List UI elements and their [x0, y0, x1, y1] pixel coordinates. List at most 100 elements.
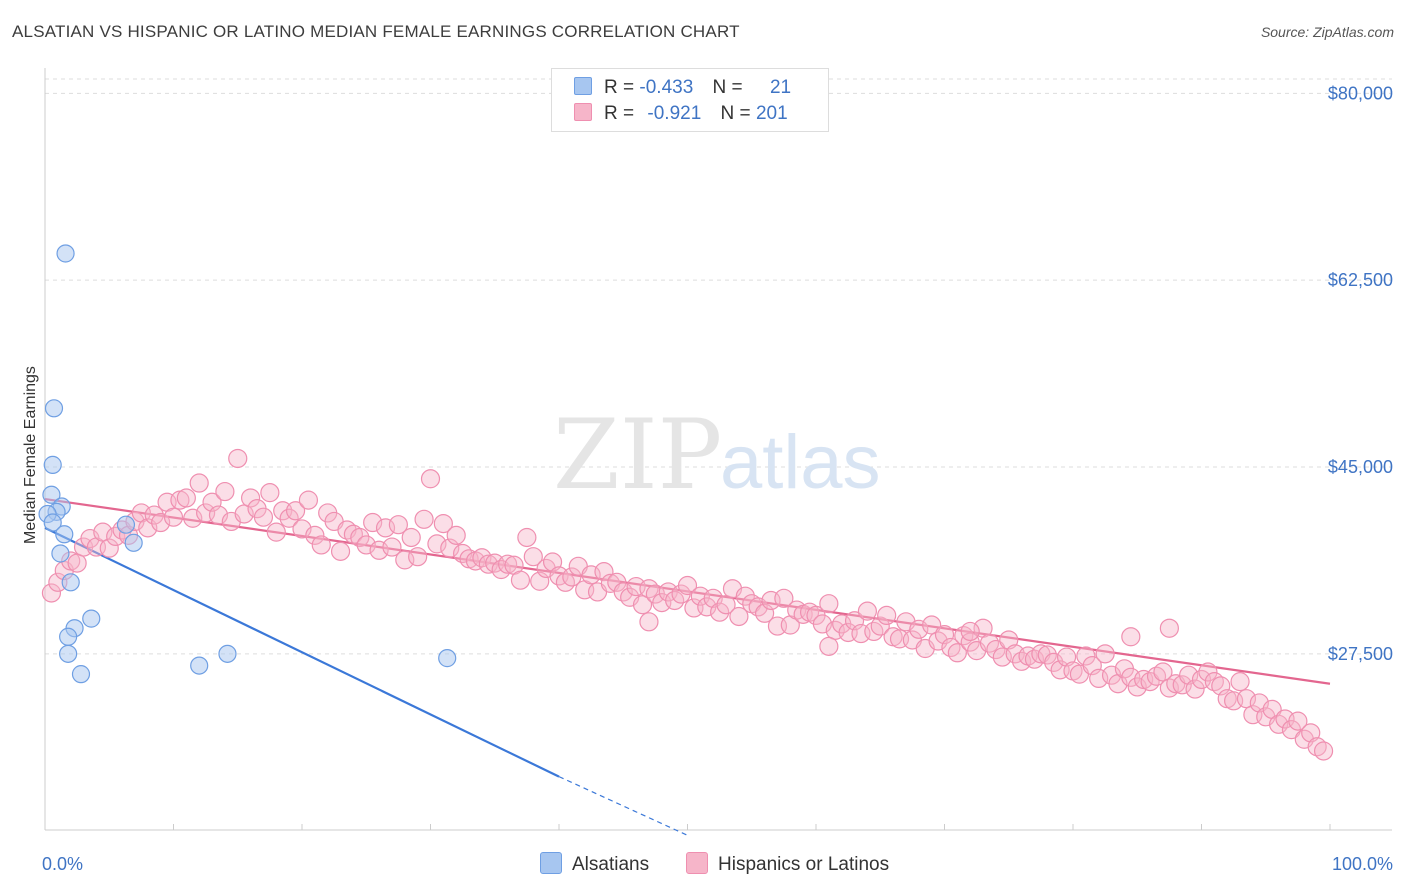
hispanic-point — [877, 605, 897, 626]
y-tick-label: $80,000 — [1328, 83, 1393, 103]
hispanic-point — [1095, 644, 1115, 664]
hispanic-point — [729, 606, 749, 627]
hispanic-point — [639, 579, 659, 599]
hispanic-point — [986, 639, 1006, 660]
alsatian-point — [43, 513, 62, 532]
legend-swatch-pink — [574, 103, 592, 121]
x-tick-label-start: 0.0% — [42, 854, 83, 874]
alsatian-point — [218, 644, 237, 663]
trend-lines — [44, 497, 1331, 836]
hispanic-point — [1172, 675, 1192, 695]
hispanic-point — [311, 535, 331, 555]
alsatian-trend-line — [44, 526, 560, 778]
hispanic-point — [677, 575, 698, 596]
hispanic-point — [401, 527, 421, 548]
hispanic-point — [433, 513, 453, 534]
alsatian-point — [59, 627, 78, 646]
alsatian-point — [43, 455, 62, 474]
hispanic-point — [363, 512, 383, 533]
tick-labels: $80,000 $62,500 $45,000 $27,500 0.0% 100.0% — [42, 83, 1393, 874]
alsatian-point — [44, 399, 64, 418]
hispanic-trend-line — [44, 497, 1331, 685]
hispanic-point — [909, 619, 929, 639]
alsatian-point — [59, 644, 78, 663]
alsatian-point — [56, 244, 75, 263]
hispanic-point — [1288, 711, 1308, 731]
y-tick-label: $45,000 — [1328, 457, 1393, 477]
hispanic-point — [382, 537, 402, 557]
legend-r-label: R = — [604, 77, 635, 98]
hispanic-point — [478, 554, 498, 574]
hispanic-point — [491, 559, 511, 580]
bottom-legend-swatch-blue — [540, 852, 562, 874]
bottom-legend-hispanics: Hispanics or Latinos — [686, 852, 889, 876]
alsatian-trend-extension — [558, 776, 688, 836]
hispanic-point — [870, 616, 890, 636]
hispanic-point — [774, 588, 794, 608]
axes — [44, 68, 1392, 831]
hispanic-point — [99, 538, 119, 558]
watermark-zip: ZIP — [553, 399, 722, 511]
hispanic-point — [555, 572, 576, 592]
legend-n-label: N = — [712, 77, 743, 98]
hispanic-point — [941, 637, 961, 658]
data-points — [38, 244, 1334, 761]
hispanic-point — [1121, 627, 1141, 647]
hispanic-point — [253, 507, 274, 527]
hispanic-point — [1024, 649, 1045, 669]
hispanic-point — [408, 547, 428, 567]
legend-n-value: 21 — [769, 77, 792, 98]
hispanic-point — [960, 621, 980, 642]
source-credit: Source: ZipAtlas.com — [1260, 24, 1394, 40]
alsatian-point — [42, 485, 61, 504]
hispanic-point — [819, 594, 839, 614]
legend-r-value: -0.433 — [639, 77, 694, 98]
hispanic-point — [1037, 645, 1057, 665]
alsatian-point — [55, 525, 74, 544]
legend-swatch-blue — [574, 77, 592, 95]
hispanic-point — [594, 562, 614, 582]
hispanic-point — [279, 508, 299, 528]
hispanic-point — [1198, 662, 1218, 682]
bottom-legend-swatch-pink — [686, 852, 708, 874]
hispanic-point — [163, 507, 184, 527]
hispanic-point — [710, 602, 730, 622]
hispanic-point — [1044, 652, 1064, 672]
legend-r-value: -0.921 — [647, 103, 702, 124]
hispanic-point — [356, 535, 376, 555]
legend-row-alsatians: R = -0.433 N = 21 — [574, 77, 791, 99]
hispanic-point — [176, 488, 196, 508]
hispanic-point — [864, 621, 884, 642]
watermark: ZIP atlas — [553, 399, 881, 511]
y-tick-label: $27,500 — [1328, 644, 1393, 664]
bottom-legend-label: Hispanics or Latinos — [718, 854, 890, 875]
hispanic-point — [305, 525, 325, 545]
hispanic-point — [1268, 714, 1289, 734]
chart-title: ALSATIAN VS HISPANIC OR LATINO MEDIAN FE… — [12, 22, 740, 41]
hispanic-point — [215, 481, 235, 502]
gridlines — [45, 78, 1392, 655]
correlation-legend: R = -0.433 N = 21 R = -0.921 N = 201 — [551, 68, 829, 132]
x-tick-label-end: 100.0% — [1332, 854, 1393, 874]
legend-n-label: N = — [720, 103, 751, 124]
hispanic-point — [562, 567, 582, 587]
hispanic-point — [1140, 672, 1160, 692]
hispanic-point — [498, 554, 518, 574]
y-axis-title: Median Female Earnings — [22, 366, 39, 544]
hispanic-point — [330, 541, 351, 561]
hispanic-point — [151, 512, 171, 533]
hispanic-point — [819, 636, 839, 656]
hispanic-point — [420, 469, 441, 489]
hispanic-point — [735, 586, 755, 606]
alsatian-point — [51, 544, 70, 563]
hispanic-point — [228, 448, 248, 469]
hispanic-point — [523, 547, 543, 567]
alsatian-point — [190, 656, 209, 675]
alsatian-point — [82, 609, 101, 628]
hispanic-point — [1185, 679, 1205, 699]
hispanic-point — [266, 522, 286, 542]
bottom-legend-label: Alsatians — [572, 854, 650, 875]
hispanic-point — [427, 534, 447, 554]
alsatian-point — [61, 573, 80, 592]
